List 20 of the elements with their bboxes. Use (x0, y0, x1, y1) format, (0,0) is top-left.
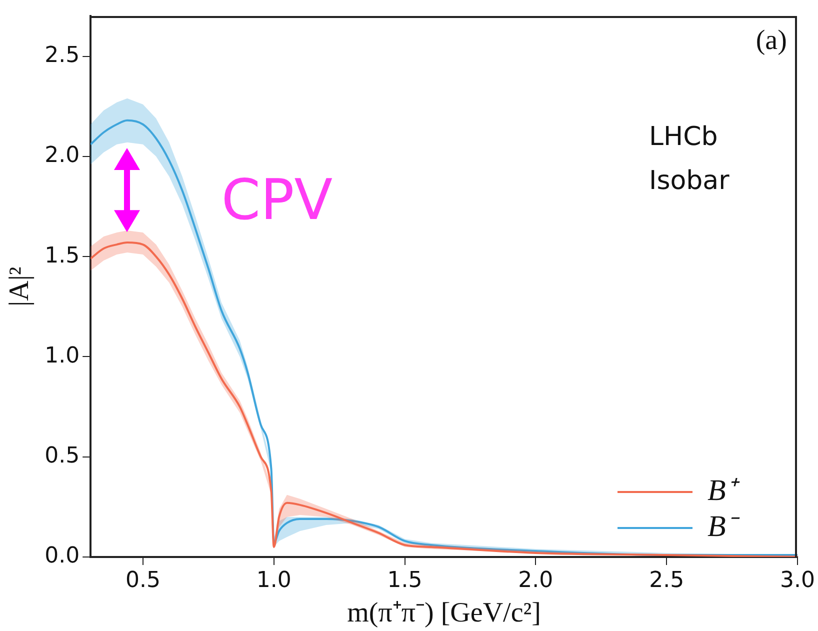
x-tick-label: 1.5 (387, 568, 422, 593)
annotation: CPV (221, 168, 333, 234)
x-axis-title: m(π⁺π⁻) [GeV/c²] (347, 598, 541, 629)
annotation: (a) (756, 25, 787, 56)
y-tick-label: 1.5 (44, 243, 80, 268)
y-tick-label: 0.0 (44, 544, 80, 569)
x-tick-label: 3.0 (780, 568, 816, 593)
y-tick-label: 0.5 (44, 444, 80, 469)
x-tick-label: 1.0 (256, 568, 292, 593)
x-tick-label: 2.5 (649, 568, 684, 593)
y-axis-title: |A|² (4, 266, 36, 307)
annotation: LHCb (649, 122, 718, 152)
y-tick-label: 2.0 (44, 143, 80, 168)
annotation: Isobar (649, 166, 730, 196)
y-tick-label: 2.5 (44, 42, 80, 68)
legend-label: B⁻ (708, 510, 740, 543)
x-tick-label: 0.5 (125, 568, 160, 593)
x-tick-label: 2.0 (518, 568, 554, 593)
y-tick-label: 1.0 (44, 343, 80, 368)
legend-label: B⁺ (708, 474, 740, 507)
